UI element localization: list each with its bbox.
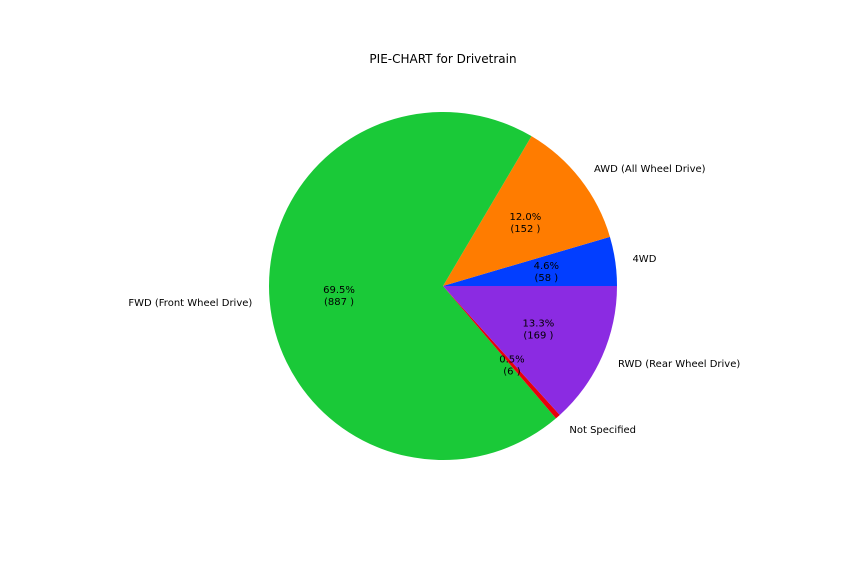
pie-slice-2: [269, 111, 556, 461]
pie-slice-1: [443, 136, 610, 286]
slice-label-4: RWD (Rear Wheel Drive): [618, 359, 740, 370]
slice-percent-label-0: 4.6%: [534, 261, 559, 272]
slice-label-1: AWD (All Wheel Drive): [594, 164, 706, 175]
chart-title: PIE-CHART for Drivetrain: [369, 52, 516, 66]
slice-percent-label-2: 69.5%: [323, 285, 355, 296]
slice-percent-label-3: 0.5%: [499, 354, 524, 365]
slice-percent-label-4: 13.3%: [523, 318, 555, 329]
slice-count-label-4: (169 ): [523, 330, 553, 341]
slice-count-label-1: (152 ): [510, 224, 540, 235]
slice-label-2: FWD (Front Wheel Drive): [128, 298, 252, 309]
slice-percent-label-1: 12.0%: [509, 212, 541, 223]
pie-slice-4: [443, 286, 617, 415]
slice-count-label-3: (6 ): [503, 366, 520, 377]
slice-label-0: 4WD: [632, 254, 656, 265]
pie-slices: [269, 111, 617, 461]
slice-count-label-2: (887 ): [324, 297, 354, 308]
pie-slice-0: [443, 236, 617, 286]
pie-slice-3: [443, 286, 560, 419]
slice-label-3: Not Specified: [569, 425, 636, 436]
slice-count-label-0: (58 ): [534, 273, 558, 284]
